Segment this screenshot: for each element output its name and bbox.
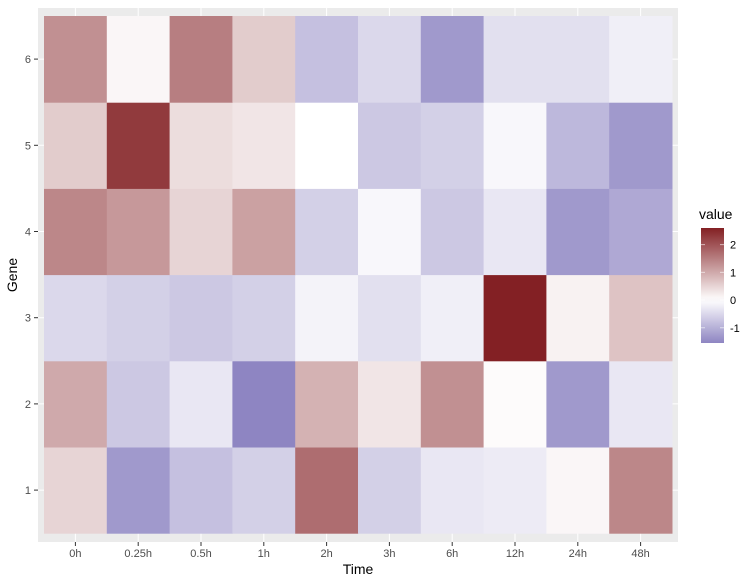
heatmap-tile	[295, 102, 359, 189]
heatmap-tile	[609, 274, 673, 362]
heatmap-tile	[106, 16, 171, 103]
heatmap-tile	[483, 274, 547, 362]
heatmap-tile	[609, 102, 673, 189]
heatmap-tile	[420, 360, 485, 448]
heatmap-tile	[106, 447, 171, 534]
y-tick-label: 2	[25, 399, 31, 411]
x-tick-label: 1h	[258, 548, 270, 560]
legend-colorbar	[701, 228, 724, 343]
heatmap-tile	[546, 447, 610, 534]
heatmap-tile	[546, 360, 610, 448]
x-tick-label: 0.25h	[124, 548, 152, 560]
y-tick-label: 6	[25, 54, 31, 66]
x-axis-title: Time	[343, 561, 374, 577]
heatmap-tile	[44, 102, 108, 189]
heatmap-tile	[420, 274, 485, 362]
heatmap-tile	[358, 360, 422, 448]
heatmap-tile	[44, 360, 108, 448]
heatmap-tile	[420, 447, 485, 534]
y-axis-title: Gene	[4, 258, 20, 292]
heatmap-tile	[420, 102, 485, 189]
heatmap-tile	[169, 102, 233, 189]
heatmap-tile	[483, 16, 547, 103]
heatmap-tile	[609, 360, 673, 448]
x-tick-label: 12h	[506, 548, 524, 560]
heatmap-tile	[232, 274, 296, 362]
y-tick-label: 3	[25, 313, 31, 325]
heatmap-tile	[106, 102, 171, 189]
heatmap-tile	[483, 188, 547, 276]
heatmap-tile	[232, 102, 296, 189]
heatmap-tile	[420, 188, 485, 276]
heatmap-tile	[295, 447, 359, 534]
heatmap-tile	[44, 188, 108, 276]
y-tick-label: 4	[25, 227, 31, 239]
y-tick-label: 5	[25, 140, 31, 152]
heatmap-tile	[295, 16, 359, 103]
heatmap-tile	[232, 188, 296, 276]
heatmap-tile	[106, 188, 171, 276]
legend-tick-label: 0	[730, 295, 736, 307]
legend-title: value	[699, 206, 733, 222]
x-tick-label: 6h	[446, 548, 458, 560]
heatmap-tile	[106, 360, 171, 448]
heatmap-tile	[609, 16, 673, 103]
heatmap-tile	[44, 274, 108, 362]
heatmap-tile	[358, 447, 422, 534]
legend-tick-label: 1	[730, 267, 736, 279]
heatmap-tile	[232, 360, 296, 448]
legend-tick-label: -1	[730, 323, 740, 335]
heatmap-tile	[358, 102, 422, 189]
heatmap-tile	[232, 447, 296, 534]
heatmap-tile	[609, 188, 673, 276]
x-tick-label: 2h	[320, 548, 332, 560]
heatmap-tile	[546, 274, 610, 362]
heatmap-tile	[358, 188, 422, 276]
heatmap-tile	[546, 16, 610, 103]
heatmap-tile	[169, 274, 233, 362]
heatmap-tile	[295, 188, 359, 276]
heatmap-tile	[483, 360, 547, 448]
heatmap-tile	[609, 447, 673, 534]
heatmap-tile	[546, 188, 610, 276]
heatmap-tile	[483, 447, 547, 534]
y-tick-label: 1	[25, 485, 31, 497]
x-tick-label: 48h	[631, 548, 649, 560]
heatmap-tile	[44, 447, 108, 534]
x-tick-label: 24h	[569, 548, 587, 560]
x-tick-label: 3h	[383, 548, 395, 560]
heatmap-tile	[295, 360, 359, 448]
heatmap-tile	[546, 102, 610, 189]
heatmap-tile	[169, 447, 233, 534]
x-tick-label: 0h	[69, 548, 81, 560]
legend-tick-label: 2	[730, 240, 736, 252]
heatmap-tile	[483, 102, 547, 189]
heatmap-tile	[106, 274, 171, 362]
heatmap-tile	[169, 360, 233, 448]
heatmap-tile	[420, 16, 485, 103]
x-tick-label: 0.5h	[190, 548, 211, 560]
heatmap-tile	[358, 16, 422, 103]
heatmap-tile	[295, 274, 359, 362]
heatmap-tile	[358, 274, 422, 362]
heatmap-tile	[169, 188, 233, 276]
heatmap-tile	[169, 16, 233, 103]
heatmap-tile	[44, 16, 108, 103]
heatmap-tile	[232, 16, 296, 103]
